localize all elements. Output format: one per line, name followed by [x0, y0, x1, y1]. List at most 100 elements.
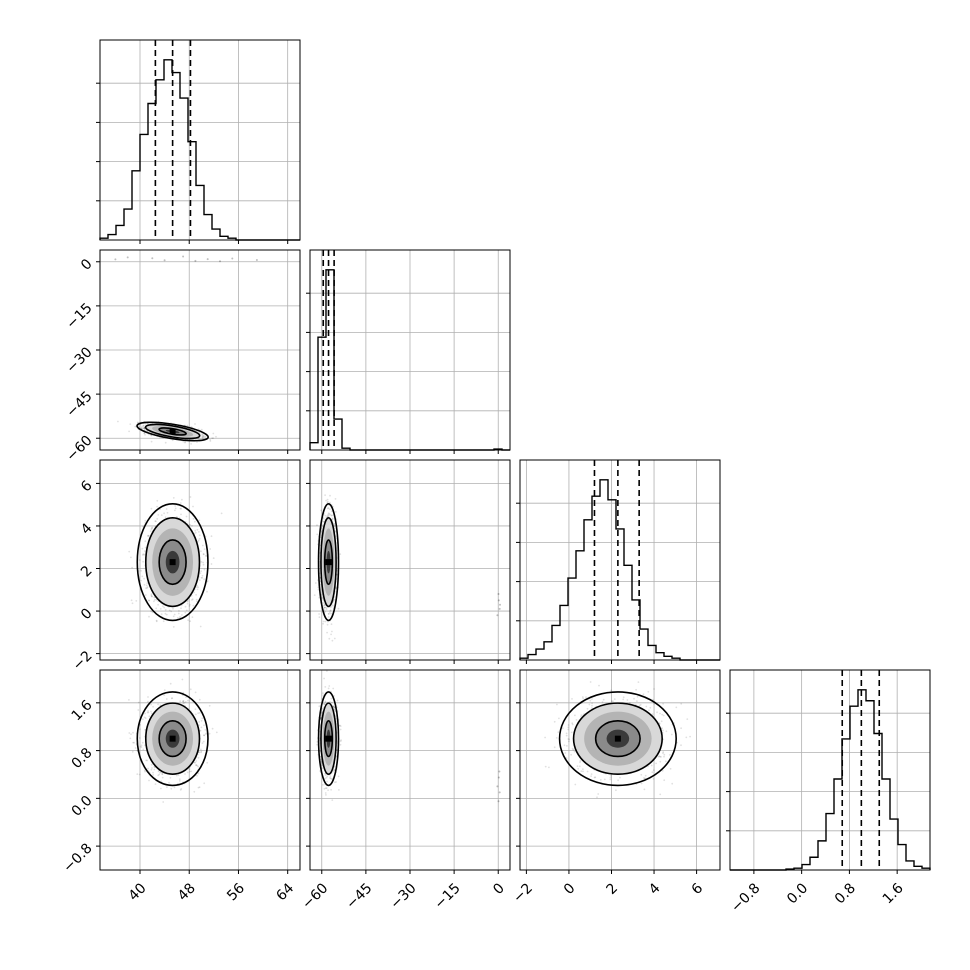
sample-point — [203, 782, 206, 785]
sample-point — [164, 612, 167, 615]
sample-point — [160, 514, 163, 516]
sample-point — [158, 773, 161, 776]
sample-point — [130, 599, 133, 602]
sample-point — [198, 531, 200, 533]
sample-point — [184, 773, 186, 775]
sample-point — [128, 550, 131, 553]
sample-point — [178, 610, 180, 612]
outlier-point — [163, 259, 166, 262]
sample-point — [146, 711, 149, 714]
sample-point — [187, 619, 190, 621]
sample-point — [165, 698, 168, 700]
sample-point — [181, 614, 183, 616]
sample-point — [191, 616, 194, 618]
panel-frame-2-2 — [519, 459, 721, 661]
sample-point — [205, 555, 208, 557]
sample-point — [215, 435, 217, 438]
sample-point — [159, 508, 161, 511]
sample-point — [205, 733, 207, 736]
sample-point — [172, 626, 175, 628]
sample-point — [330, 606, 333, 608]
sample-point — [150, 763, 153, 766]
sample-point — [155, 607, 158, 610]
sample-point — [333, 523, 335, 525]
sample-point — [144, 540, 147, 543]
sample-point — [143, 583, 146, 586]
sample-point — [140, 744, 143, 747]
sample-point — [329, 494, 331, 497]
sample-point — [163, 606, 166, 609]
sample-point — [186, 600, 189, 603]
sample-point — [150, 440, 153, 443]
sample-point — [164, 441, 167, 444]
sample-point — [206, 580, 209, 582]
sample-point — [330, 633, 332, 636]
sample-point — [155, 520, 157, 523]
sample-point — [333, 596, 336, 598]
sample-point — [176, 617, 179, 619]
sample-point — [198, 579, 201, 581]
scatter-points — [313, 494, 501, 642]
outlier-point — [182, 255, 185, 258]
sample-point — [327, 613, 330, 615]
sample-point — [339, 553, 342, 555]
sample-point — [135, 600, 138, 602]
sample-point — [157, 770, 160, 773]
sample-point — [178, 778, 181, 781]
sample-point — [138, 559, 141, 561]
sample-point — [212, 437, 215, 440]
sample-point — [165, 508, 168, 510]
contour-level-2 — [136, 421, 209, 442]
sample-point — [197, 539, 200, 542]
sample-point — [202, 437, 205, 440]
sample-point — [148, 599, 150, 602]
sample-point — [180, 507, 183, 510]
sample-point — [186, 771, 189, 774]
sample-point — [201, 433, 204, 435]
sample-point — [141, 547, 144, 550]
sample-point — [200, 750, 203, 753]
sample-point — [142, 554, 144, 556]
contour-level-2 — [136, 503, 209, 622]
sample-point — [138, 701, 140, 704]
scatter-panel-3-0 — [96, 669, 301, 874]
sample-point — [201, 434, 204, 437]
sample-point — [322, 517, 325, 520]
sample-point — [162, 620, 165, 623]
sample-point — [171, 439, 174, 442]
sample-point — [321, 597, 324, 600]
sample-point — [194, 531, 197, 534]
sample-point — [196, 528, 199, 531]
sample-point — [145, 759, 148, 762]
sample-point — [179, 507, 182, 510]
sample-point — [146, 582, 149, 584]
sample-point — [156, 505, 159, 508]
sample-point — [163, 512, 166, 515]
sample-point — [196, 584, 199, 587]
sample-point — [327, 514, 330, 517]
sample-point — [144, 519, 147, 522]
sample-point — [194, 423, 196, 425]
sample-point — [202, 553, 205, 556]
sample-point — [202, 553, 205, 555]
sample-point — [197, 772, 200, 775]
sample-point — [160, 613, 163, 615]
sample-point — [129, 423, 132, 425]
sample-point — [142, 427, 145, 430]
sample-point — [325, 607, 328, 609]
sample-point — [161, 776, 164, 779]
sample-point — [322, 602, 324, 604]
sample-point — [148, 715, 151, 718]
sample-point — [150, 595, 153, 598]
sample-point — [159, 608, 162, 610]
sample-point — [145, 584, 148, 587]
sample-point — [194, 529, 197, 532]
sample-point — [141, 427, 143, 430]
sample-point — [201, 436, 204, 439]
sample-point — [327, 616, 330, 618]
sample-point — [163, 689, 166, 691]
sample-point — [144, 712, 147, 715]
sample-point — [327, 513, 329, 516]
sample-point — [143, 432, 146, 434]
